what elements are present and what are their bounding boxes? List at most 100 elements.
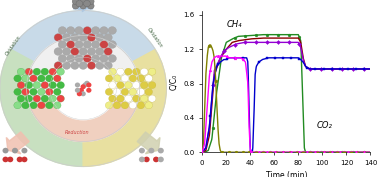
Circle shape bbox=[91, 41, 100, 48]
Circle shape bbox=[14, 88, 21, 95]
Circle shape bbox=[87, 62, 96, 69]
Circle shape bbox=[79, 34, 87, 41]
Circle shape bbox=[139, 148, 145, 153]
Circle shape bbox=[17, 82, 25, 89]
Circle shape bbox=[109, 82, 116, 89]
Circle shape bbox=[121, 88, 129, 95]
Circle shape bbox=[100, 41, 108, 48]
Circle shape bbox=[100, 27, 108, 34]
Circle shape bbox=[79, 62, 87, 69]
Circle shape bbox=[54, 88, 61, 95]
Circle shape bbox=[100, 55, 108, 62]
Circle shape bbox=[33, 82, 41, 89]
Circle shape bbox=[76, 0, 83, 7]
Circle shape bbox=[113, 102, 121, 109]
Circle shape bbox=[145, 75, 152, 82]
Text: Oxidation: Oxidation bbox=[4, 35, 22, 57]
Circle shape bbox=[50, 57, 116, 120]
Circle shape bbox=[129, 88, 137, 95]
Circle shape bbox=[75, 88, 80, 93]
Text: Oxidation: Oxidation bbox=[146, 27, 164, 49]
Circle shape bbox=[105, 88, 113, 95]
X-axis label: Time (min): Time (min) bbox=[266, 171, 307, 177]
Circle shape bbox=[71, 62, 79, 69]
Circle shape bbox=[87, 34, 96, 41]
Circle shape bbox=[109, 95, 116, 102]
Circle shape bbox=[121, 75, 129, 82]
Circle shape bbox=[148, 68, 156, 75]
Circle shape bbox=[57, 82, 64, 89]
Circle shape bbox=[96, 48, 104, 55]
Circle shape bbox=[132, 95, 140, 102]
FancyArrow shape bbox=[68, 0, 98, 9]
Circle shape bbox=[37, 75, 45, 82]
Circle shape bbox=[145, 88, 152, 95]
Circle shape bbox=[83, 41, 91, 48]
Circle shape bbox=[7, 157, 13, 162]
Circle shape bbox=[72, 3, 79, 9]
Circle shape bbox=[137, 75, 145, 82]
Circle shape bbox=[84, 0, 90, 7]
Circle shape bbox=[108, 55, 116, 62]
Circle shape bbox=[22, 75, 29, 82]
Circle shape bbox=[104, 62, 112, 69]
Circle shape bbox=[82, 82, 88, 87]
Circle shape bbox=[132, 82, 140, 89]
Circle shape bbox=[75, 82, 80, 87]
Circle shape bbox=[45, 88, 53, 95]
Circle shape bbox=[80, 0, 87, 5]
Circle shape bbox=[153, 157, 159, 162]
Circle shape bbox=[108, 41, 116, 48]
Circle shape bbox=[139, 157, 145, 162]
Circle shape bbox=[132, 68, 140, 75]
Circle shape bbox=[75, 41, 83, 48]
Circle shape bbox=[29, 75, 37, 82]
Circle shape bbox=[96, 34, 104, 41]
Circle shape bbox=[125, 82, 132, 89]
Circle shape bbox=[83, 27, 91, 34]
Circle shape bbox=[148, 148, 154, 153]
Circle shape bbox=[37, 88, 45, 95]
Circle shape bbox=[79, 88, 84, 93]
Circle shape bbox=[121, 102, 129, 109]
Circle shape bbox=[58, 41, 67, 48]
Circle shape bbox=[22, 102, 29, 109]
Circle shape bbox=[116, 95, 124, 102]
Circle shape bbox=[113, 88, 121, 95]
Circle shape bbox=[145, 102, 152, 109]
Circle shape bbox=[29, 88, 37, 95]
Circle shape bbox=[105, 75, 113, 82]
Circle shape bbox=[137, 88, 145, 95]
Wedge shape bbox=[11, 11, 155, 88]
Circle shape bbox=[45, 75, 53, 82]
Text: CH₄: CH₄ bbox=[226, 20, 242, 29]
Circle shape bbox=[58, 55, 67, 62]
Circle shape bbox=[12, 148, 18, 153]
Circle shape bbox=[67, 27, 75, 34]
Circle shape bbox=[96, 62, 104, 69]
Circle shape bbox=[86, 88, 91, 93]
Circle shape bbox=[22, 157, 28, 162]
Circle shape bbox=[54, 102, 61, 109]
Circle shape bbox=[71, 48, 79, 55]
Circle shape bbox=[113, 75, 121, 82]
Circle shape bbox=[116, 68, 124, 75]
Circle shape bbox=[62, 48, 71, 55]
Circle shape bbox=[141, 82, 148, 89]
Circle shape bbox=[57, 68, 64, 75]
Circle shape bbox=[3, 157, 9, 162]
Wedge shape bbox=[83, 50, 166, 166]
Circle shape bbox=[58, 27, 67, 34]
Circle shape bbox=[41, 68, 48, 75]
Text: CO₂: CO₂ bbox=[316, 121, 332, 130]
Circle shape bbox=[33, 68, 41, 75]
Circle shape bbox=[144, 157, 150, 162]
Circle shape bbox=[87, 0, 94, 5]
Circle shape bbox=[3, 148, 9, 153]
Circle shape bbox=[33, 95, 41, 102]
Circle shape bbox=[45, 102, 53, 109]
Circle shape bbox=[86, 82, 91, 87]
Circle shape bbox=[108, 27, 116, 34]
Circle shape bbox=[105, 102, 113, 109]
Circle shape bbox=[25, 68, 33, 75]
